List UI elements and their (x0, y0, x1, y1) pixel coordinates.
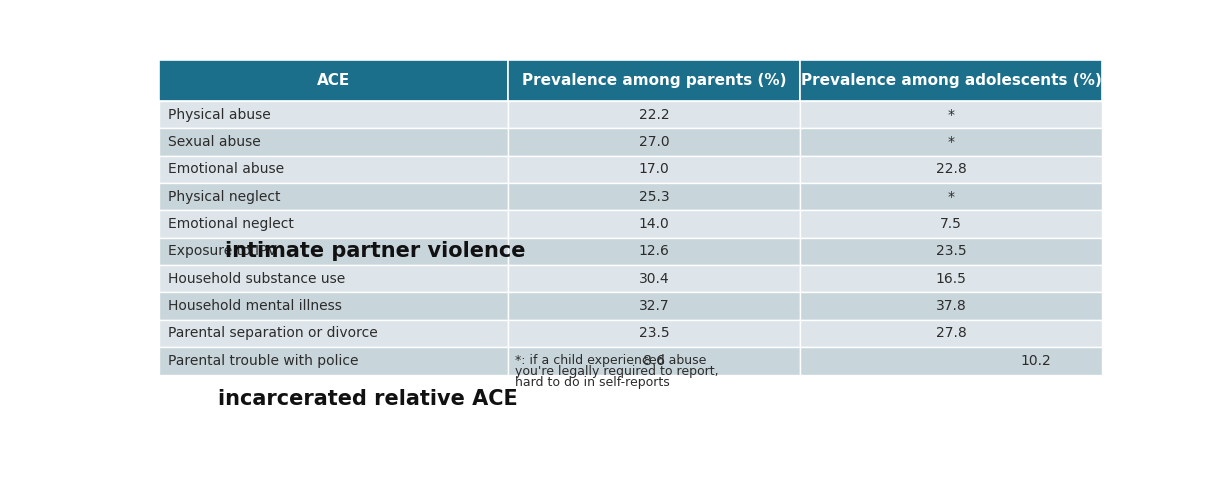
Text: 12.6: 12.6 (638, 244, 669, 259)
Text: Prevalence among parents (%): Prevalence among parents (%) (522, 73, 786, 88)
Text: hard to do in self-reports: hard to do in self-reports (515, 376, 670, 390)
Text: Physical abuse: Physical abuse (169, 108, 271, 121)
Bar (801, 265, 1102, 292)
Text: ACE: ACE (316, 73, 349, 88)
Text: *: * (948, 135, 954, 149)
Bar (508, 265, 801, 292)
Bar (801, 320, 1102, 347)
Bar (801, 101, 1102, 128)
Bar (159, 347, 508, 375)
Bar (801, 210, 1102, 238)
Text: 7.5: 7.5 (940, 217, 962, 231)
Bar (801, 155, 1102, 183)
Text: 23.5: 23.5 (638, 326, 669, 340)
Bar (801, 183, 1102, 210)
Bar (159, 128, 508, 155)
Bar (159, 155, 508, 183)
Bar (508, 155, 801, 183)
Text: Household substance use: Household substance use (169, 272, 346, 286)
Text: Prevalence among adolescents (%): Prevalence among adolescents (%) (801, 73, 1102, 88)
Bar (508, 183, 801, 210)
Bar (801, 347, 1102, 375)
Bar (508, 347, 801, 375)
Text: 37.8: 37.8 (936, 299, 967, 313)
Text: Physical neglect: Physical neglect (169, 189, 280, 204)
Bar (801, 238, 1102, 265)
Text: 14.0: 14.0 (638, 217, 669, 231)
Text: 22.2: 22.2 (638, 108, 669, 121)
Bar (508, 320, 801, 347)
Bar (508, 128, 801, 155)
Text: 17.0: 17.0 (638, 162, 669, 176)
Text: Household mental illness: Household mental illness (169, 299, 342, 313)
Bar (508, 238, 801, 265)
Bar (508, 101, 801, 128)
Bar (159, 60, 508, 101)
Text: Sexual abuse: Sexual abuse (169, 135, 261, 149)
Text: *: * (948, 108, 954, 121)
Text: 10.2: 10.2 (1021, 354, 1052, 368)
Text: 16.5: 16.5 (936, 272, 967, 286)
Text: incarcerated relative ACE: incarcerated relative ACE (218, 389, 518, 409)
Text: 32.7: 32.7 (638, 299, 669, 313)
Text: Parental separation or divorce: Parental separation or divorce (169, 326, 378, 340)
Text: Exposure to IPV: Exposure to IPV (169, 244, 277, 259)
Bar (159, 320, 508, 347)
Text: 8.6: 8.6 (643, 354, 665, 368)
Bar (508, 210, 801, 238)
Bar (508, 60, 801, 101)
Text: *: if a child experienced abuse: *: if a child experienced abuse (515, 354, 707, 367)
Bar (159, 101, 508, 128)
Bar (801, 128, 1102, 155)
Bar (159, 183, 508, 210)
Text: 27.0: 27.0 (638, 135, 669, 149)
Bar (508, 292, 801, 320)
Text: 30.4: 30.4 (638, 272, 669, 286)
Bar (159, 210, 508, 238)
Text: Emotional neglect: Emotional neglect (169, 217, 294, 231)
Bar (159, 238, 508, 265)
Text: Emotional abuse: Emotional abuse (169, 162, 284, 176)
Text: 23.5: 23.5 (936, 244, 967, 259)
Bar (801, 60, 1102, 101)
Bar (159, 265, 508, 292)
Bar (159, 292, 508, 320)
Text: 27.8: 27.8 (936, 326, 967, 340)
Text: intimate partner violence: intimate partner violence (225, 242, 525, 262)
Text: *: * (948, 189, 954, 204)
Bar (801, 292, 1102, 320)
Text: Parental trouble with police: Parental trouble with police (169, 354, 359, 368)
Text: 25.3: 25.3 (638, 189, 669, 204)
Text: 22.8: 22.8 (936, 162, 967, 176)
Text: you're legally required to report,: you're legally required to report, (515, 365, 720, 378)
